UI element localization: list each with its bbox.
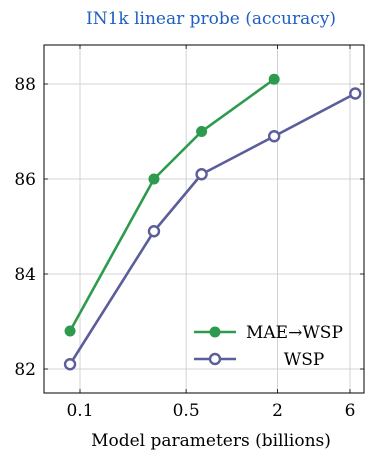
- legend-marker: [208, 352, 222, 366]
- legend-marker: [209, 326, 221, 338]
- x-axis-label: Model parameters (billions): [91, 431, 331, 451]
- x-tick-label: 6: [345, 401, 356, 421]
- y-tick-label: 88: [14, 75, 36, 95]
- data-point: [147, 225, 161, 238]
- x-tick-label: 2: [272, 401, 283, 421]
- chart-title: IN1k linear probe (accuracy): [86, 9, 336, 29]
- x-tick-label: 0.5: [173, 401, 200, 421]
- y-tick-label: 84: [14, 265, 36, 285]
- plot-frame: [43, 44, 365, 394]
- series-line-mae-wsp: [68, 78, 275, 332]
- y-tick-label: 86: [14, 170, 36, 190]
- legend: MAE→WSP WSP: [194, 323, 343, 370]
- data-point: [148, 173, 160, 185]
- series-group: [63, 73, 362, 371]
- x-tick-label: 0.1: [66, 401, 93, 421]
- axis-ticks: 0.1 0.5 2 6 82 84 86 88: [14, 45, 364, 421]
- data-point: [196, 126, 208, 137]
- data-point: [63, 358, 77, 371]
- legend-label: MAE→WSP: [246, 323, 343, 343]
- data-point: [268, 73, 280, 85]
- legend-label: WSP: [284, 350, 325, 370]
- grid: [44, 45, 364, 393]
- y-tick-label: 82: [14, 360, 36, 380]
- data-point: [64, 325, 76, 337]
- data-point: [195, 168, 208, 181]
- data-point: [267, 130, 281, 143]
- data-point: [349, 87, 362, 100]
